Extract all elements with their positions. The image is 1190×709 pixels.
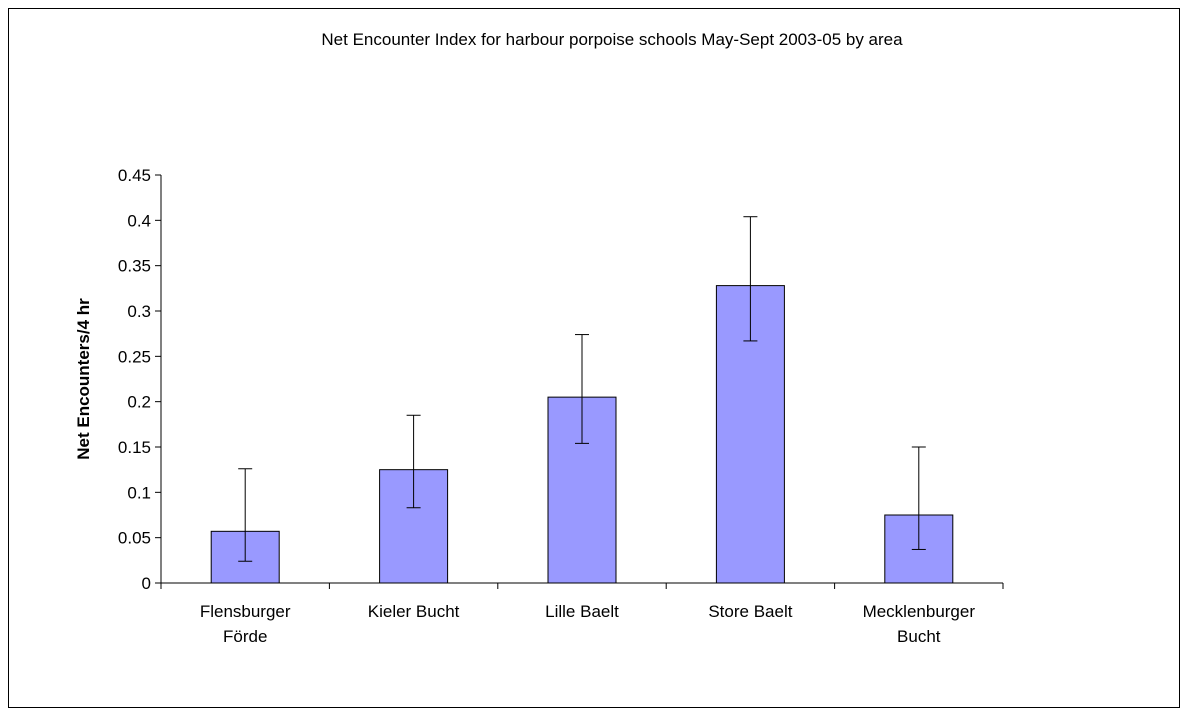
y-tick-label: 0.4 bbox=[127, 211, 151, 230]
x-category-label: Bucht bbox=[897, 627, 941, 646]
plot-area: 0 0.05 0.1 0.15 0.2 0.25 0.3 0.35 0.4 0.45 Flensbu… bbox=[118, 166, 1004, 646]
chart-title: Net Encounter Index for harbour porpoise… bbox=[321, 30, 903, 49]
y-tick-label: 0.45 bbox=[118, 166, 151, 185]
x-category-label: Förde bbox=[223, 627, 267, 646]
bar-chart: Net Encounter Index for harbour porpoise… bbox=[74, 30, 1004, 646]
y-tick-label: 0.35 bbox=[118, 257, 151, 276]
y-tick-label: 0.3 bbox=[127, 302, 151, 321]
y-tick-label: 0.1 bbox=[127, 483, 151, 502]
x-category-label: Store Baelt bbox=[708, 602, 792, 621]
y-tick-label: 0.2 bbox=[127, 393, 151, 412]
y-tick-label: 0 bbox=[142, 574, 151, 593]
y-tick-label: 0.15 bbox=[118, 438, 151, 457]
y-tick-label: 0.05 bbox=[118, 529, 151, 548]
x-category-label: Kieler Bucht bbox=[368, 602, 460, 621]
x-category-label: Lille Baelt bbox=[545, 602, 619, 621]
y-tick-label: 0.25 bbox=[118, 347, 151, 366]
x-category-label: Flensburger bbox=[200, 602, 291, 621]
y-axis-label: Net Encounters/4 hr bbox=[74, 298, 93, 460]
chart-frame: Net Encounter Index for harbour porpoise… bbox=[8, 8, 1180, 708]
x-category-label: Mecklenburger bbox=[863, 602, 976, 621]
